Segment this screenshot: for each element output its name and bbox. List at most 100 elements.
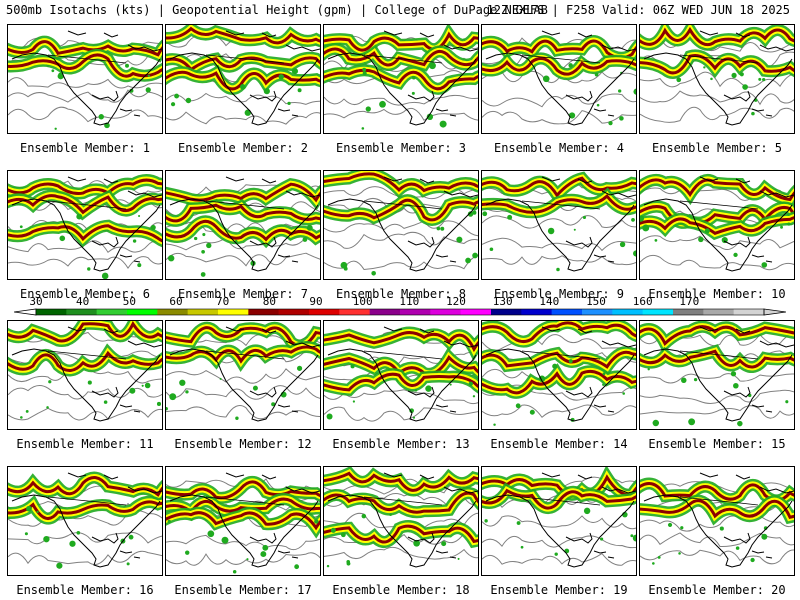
isotach-speckle	[409, 408, 414, 414]
isotach-speckle	[520, 545, 524, 549]
isotach-speckle	[742, 84, 748, 90]
isotach-speckle	[493, 423, 496, 426]
isotach-speckle	[271, 402, 276, 407]
coastline	[751, 108, 765, 112]
isotach-speckle	[582, 215, 586, 219]
isotach-speckle	[57, 73, 64, 80]
isotach-speckle	[185, 97, 192, 104]
height-contour	[166, 236, 320, 251]
isotach-speckle	[362, 71, 367, 76]
isotach-speckle	[440, 226, 445, 231]
height-contour	[482, 237, 636, 252]
height-contour	[482, 93, 636, 108]
isotach-speckle	[69, 540, 76, 547]
coastline	[541, 326, 561, 332]
coastline	[205, 54, 285, 64]
isotach-speckle	[632, 534, 636, 542]
isotach-speckle	[676, 77, 682, 83]
coastline	[363, 496, 443, 506]
isotach-speckle	[46, 406, 49, 409]
isotach-speckle	[56, 562, 63, 569]
isotach-speckle	[414, 388, 418, 392]
colorbar-tick-label: 150	[586, 295, 606, 308]
isotach-speckle	[365, 106, 371, 112]
coastline	[419, 328, 435, 334]
isotach-speckle	[412, 416, 416, 419]
isotach-speckle	[232, 569, 237, 574]
coastline	[593, 404, 607, 408]
height-contour	[166, 552, 320, 566]
coastline	[277, 108, 291, 112]
coastline	[261, 474, 277, 480]
coastline	[765, 556, 773, 559]
coastline	[47, 200, 127, 210]
colorbar-segment	[218, 309, 249, 315]
jet-stream-band	[324, 31, 478, 52]
jet-stream-band	[324, 47, 478, 67]
height-contour	[482, 110, 636, 125]
isotach-speckle	[361, 513, 367, 519]
header-model-run: 12Z GEFS | F258 Valid: 06Z WED JUN 18 20…	[486, 3, 790, 17]
colorbar-tick-label: 50	[123, 295, 136, 308]
isotach-speckle	[297, 88, 302, 93]
panel-label: Ensemble Member: 4	[493, 141, 625, 155]
coastline	[643, 198, 793, 272]
jet-stream-band	[166, 56, 320, 72]
jet-stream-band	[640, 178, 794, 202]
isotach-speckle	[235, 416, 239, 420]
isotach-speckle	[48, 380, 52, 384]
jet-stream-band	[324, 372, 478, 392]
isotach-speckle	[326, 413, 333, 420]
isotach-speckle	[36, 510, 39, 513]
jet-stream-band	[8, 321, 162, 343]
colorbar-segment	[36, 309, 67, 315]
jet-stream-band	[8, 350, 162, 372]
height-contour	[324, 94, 478, 106]
isotach-speckle	[642, 224, 650, 232]
panel-label: Ensemble Member: 1	[19, 141, 151, 155]
panel-label: Ensemble Member: 2	[177, 141, 309, 155]
isotach-speckle	[652, 562, 655, 565]
coastline	[679, 350, 759, 360]
coastline	[443, 340, 478, 348]
isotach-speckle	[456, 236, 463, 243]
isotach-map	[7, 170, 163, 280]
colorbar-segment	[673, 309, 704, 315]
coastline	[285, 44, 320, 52]
isotach-speckle	[542, 75, 550, 83]
isotach-speckle	[330, 527, 336, 533]
isotach-speckle	[507, 214, 513, 220]
isotach-speckle	[346, 561, 351, 566]
isotach-map	[165, 466, 321, 576]
coastline	[759, 486, 794, 494]
coastline	[443, 190, 478, 198]
coastline	[751, 404, 765, 408]
coastline	[485, 348, 635, 422]
coastline	[593, 108, 607, 112]
isotach-speckle	[602, 372, 606, 376]
coastline	[327, 494, 477, 568]
coastline	[765, 410, 773, 413]
coastline	[765, 114, 773, 117]
colorbar-tick-label: 140	[539, 295, 559, 308]
coastline	[679, 54, 759, 64]
isotach-speckle	[126, 562, 130, 566]
coastline	[119, 254, 133, 258]
isotach-speckle	[596, 103, 600, 107]
height-contour	[324, 231, 478, 249]
jet-stream-band	[324, 198, 478, 222]
coastline	[765, 260, 773, 263]
coastline	[169, 494, 319, 568]
isotach-speckle	[468, 381, 473, 386]
colorbar-segment	[642, 309, 674, 315]
coastline	[443, 486, 478, 494]
colorbar-segment	[309, 309, 340, 315]
isotach-speckle	[449, 383, 452, 386]
coastline	[419, 474, 435, 480]
coastline	[11, 348, 161, 422]
isotach-speckle	[185, 550, 190, 555]
isotach-map	[7, 24, 163, 134]
colorbar-segment	[430, 309, 461, 315]
isotach-speckle	[138, 214, 141, 218]
isotach-speckle	[20, 416, 23, 419]
